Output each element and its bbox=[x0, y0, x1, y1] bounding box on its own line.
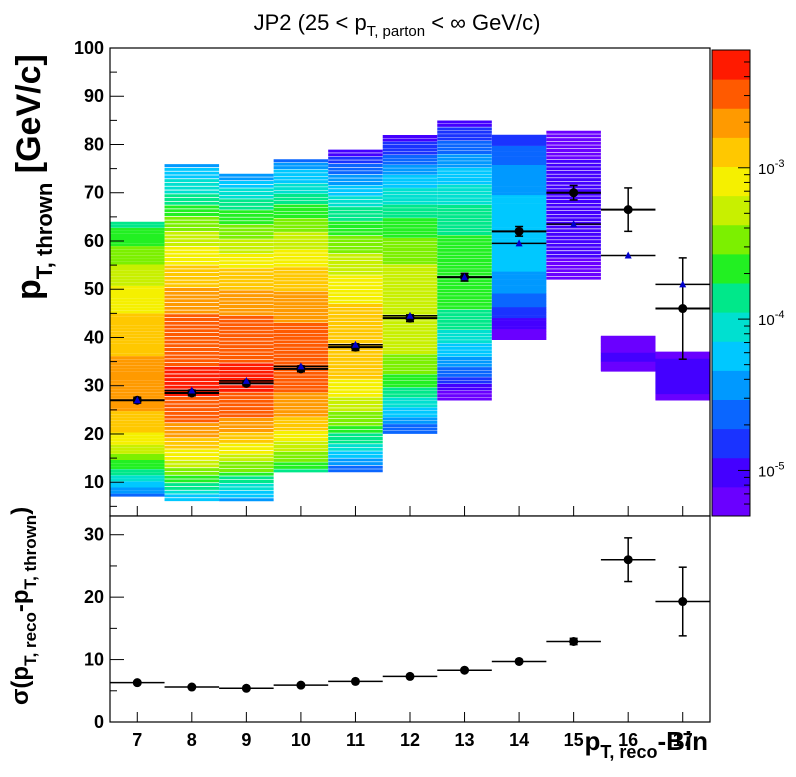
y-tick-label: 20 bbox=[84, 424, 104, 444]
colorbar-frame bbox=[711, 49, 751, 517]
triangle-point bbox=[133, 396, 141, 404]
triangle-point bbox=[297, 362, 305, 370]
triangle-point bbox=[242, 376, 250, 384]
colorbar-band bbox=[712, 486, 750, 517]
bottom-y-axis-title: σ(pT, reco-pT, thrown) bbox=[7, 507, 40, 705]
triangle-point bbox=[351, 340, 359, 348]
bottom-x-axis: 7 8 9 10 11 12 13 14 15 16 17 bbox=[132, 712, 693, 750]
x-tick-label: 9 bbox=[241, 730, 251, 750]
triangle-point bbox=[188, 386, 196, 394]
top-y-axis-title: pT, thrown [GeV/c] bbox=[10, 54, 57, 300]
y-tick-label: 30 bbox=[84, 376, 104, 396]
colorbar-band bbox=[712, 253, 750, 284]
data-point bbox=[623, 205, 633, 215]
triangle-point bbox=[406, 311, 414, 319]
chart-title: JP2 (25 < pT, parton < ∞ GeV/c) bbox=[254, 10, 541, 40]
data-point bbox=[514, 226, 524, 236]
y-tick-label: 40 bbox=[84, 327, 104, 347]
x-tick-label: 8 bbox=[187, 730, 197, 750]
data-point bbox=[460, 665, 470, 675]
y-tick-label: 60 bbox=[84, 231, 104, 251]
data-point bbox=[514, 656, 524, 666]
y-tick-label: 0 bbox=[94, 712, 104, 732]
triangle-point bbox=[515, 239, 523, 247]
x-tick-label: 14 bbox=[509, 730, 529, 750]
data-point bbox=[678, 304, 688, 314]
data-point bbox=[296, 680, 306, 690]
data-point bbox=[241, 683, 251, 693]
data-point bbox=[405, 671, 415, 681]
x-tick-label: 16 bbox=[618, 730, 638, 750]
y-tick-label: 50 bbox=[84, 279, 104, 299]
colorbar-ticks: 10-3 10-4 10-5 bbox=[738, 49, 784, 505]
colorbar-band bbox=[712, 341, 750, 371]
y-tick-label: 10 bbox=[84, 650, 104, 670]
colorbar-band bbox=[712, 108, 750, 138]
y-tick-label: 90 bbox=[84, 86, 104, 106]
top-markers bbox=[110, 184, 710, 405]
colorbar-band bbox=[712, 50, 750, 80]
triangle-point bbox=[624, 251, 632, 259]
colorbar-tick-label: 10-4 bbox=[758, 309, 784, 329]
top-x-ticks bbox=[136, 506, 684, 516]
y-tick-label: 20 bbox=[84, 587, 104, 607]
colorbar-band bbox=[712, 79, 750, 109]
triangle-point bbox=[570, 220, 578, 228]
colorbar-band bbox=[712, 312, 750, 342]
bottom-plot-frame bbox=[109, 515, 711, 723]
data-point bbox=[132, 678, 142, 688]
x-tick-label: 11 bbox=[346, 730, 365, 750]
y-tick-label: 80 bbox=[84, 134, 104, 154]
y-tick-label: 30 bbox=[84, 525, 104, 545]
data-point bbox=[187, 682, 197, 692]
colorbar-band bbox=[712, 457, 750, 488]
x-axis-title: pT, reco-Bin bbox=[585, 726, 708, 762]
data-point bbox=[569, 636, 579, 646]
bottom-y-axis: 0 10 20 30 bbox=[84, 525, 124, 732]
colorbar-tick-label: 10-3 bbox=[758, 158, 784, 178]
colorbar-band bbox=[712, 166, 750, 197]
data-point bbox=[350, 676, 360, 686]
triangle-point bbox=[461, 273, 469, 281]
x-tick-label: 15 bbox=[564, 730, 584, 750]
data-point bbox=[623, 555, 633, 565]
y-tick-label: 10 bbox=[84, 472, 104, 492]
top-y-axis: 10 20 30 40 50 60 70 80 90 100 bbox=[74, 38, 124, 507]
x-tick-label: 12 bbox=[400, 730, 420, 750]
colorbar-tick-label: 10-5 bbox=[758, 460, 784, 480]
heatmap-layer bbox=[110, 120, 710, 502]
colorbar-band bbox=[712, 428, 750, 459]
colorbar-band bbox=[712, 224, 750, 255]
data-point bbox=[569, 188, 579, 198]
colorbar-band bbox=[712, 283, 750, 313]
colorbar-band bbox=[712, 137, 750, 167]
x-tick-label: 10 bbox=[291, 730, 311, 750]
y-tick-label: 100 bbox=[74, 38, 104, 58]
colorbar-band bbox=[712, 399, 750, 430]
colorbar-band bbox=[712, 370, 750, 400]
data-point bbox=[678, 597, 688, 607]
colorbar-band bbox=[712, 195, 750, 226]
bottom-markers bbox=[110, 537, 710, 693]
x-tick-label: 17 bbox=[673, 730, 693, 750]
x-tick-label: 7 bbox=[132, 730, 142, 750]
y-tick-label: 70 bbox=[84, 183, 104, 203]
x-tick-label: 13 bbox=[455, 730, 475, 750]
colorbar bbox=[712, 50, 750, 517]
triangle-point bbox=[679, 280, 687, 288]
